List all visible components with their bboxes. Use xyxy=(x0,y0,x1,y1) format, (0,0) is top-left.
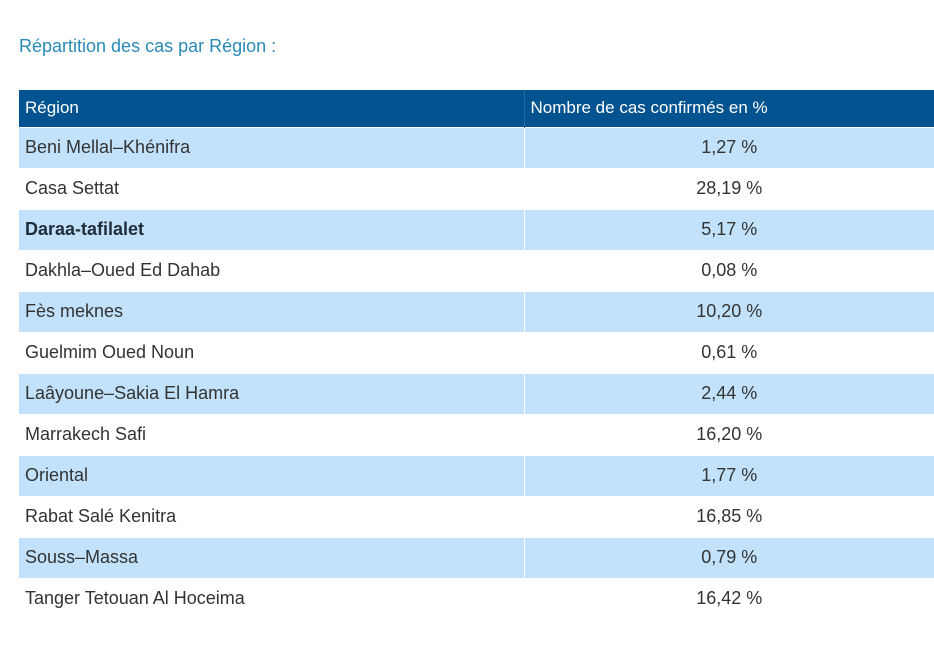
region-name-cell: Oriental xyxy=(19,454,525,496)
percentage-cell: 16,42 % xyxy=(524,577,934,619)
table-row: Tanger Tetouan Al Hoceima 16,42 % xyxy=(19,577,934,619)
region-name-cell: Beni Mellal–Khénifra xyxy=(19,126,525,168)
percentage-cell: 1,27 % xyxy=(524,126,934,168)
region-name-cell: Dakhla–Oued Ed Dahab xyxy=(19,249,525,291)
table-row: Marrakech Safi 16,20 % xyxy=(19,413,934,455)
table-row: Laâyoune–Sakia El Hamra 2,44 % xyxy=(19,372,934,414)
region-name-cell: Casa Settat xyxy=(19,167,525,209)
table-body: Beni Mellal–Khénifra 1,27 % Casa Settat … xyxy=(19,126,934,619)
region-name-cell: Daraa-tafilalet xyxy=(19,208,525,250)
region-name-cell: Guelmim Oued Noun xyxy=(19,331,525,373)
table-row: Daraa-tafilalet 5,17 % xyxy=(19,208,934,250)
percentage-cell: 16,20 % xyxy=(524,413,934,455)
percentage-cell: 0,79 % xyxy=(524,536,934,578)
table-row: Dakhla–Oued Ed Dahab 0,08 % xyxy=(19,249,934,291)
section-heading: Répartition des cas par Région : xyxy=(19,36,277,56)
percentage-cell: 0,61 % xyxy=(524,331,934,373)
percentage-cell: 0,08 % xyxy=(524,249,934,291)
table-row: Fès meknes 10,20 % xyxy=(19,290,934,332)
percentage-cell: 2,44 % xyxy=(524,372,934,414)
region-name-cell: Marrakech Safi xyxy=(19,413,525,455)
regions-table: Région Nombre de cas confirmés en % Beni… xyxy=(19,90,934,619)
percentage-cell: 16,85 % xyxy=(524,495,934,537)
region-name-cell: Souss–Massa xyxy=(19,536,525,578)
region-name-cell: Rabat Salé Kenitra xyxy=(19,495,525,537)
percentage-cell: 10,20 % xyxy=(524,290,934,332)
column-header-percentage: Nombre de cas confirmés en % xyxy=(530,98,768,118)
table-row: Oriental 1,77 % xyxy=(19,454,934,496)
column-header-region: Région xyxy=(19,90,525,127)
table-row: Rabat Salé Kenitra 16,85 % xyxy=(19,495,934,537)
percentage-cell: 5,17 % xyxy=(524,208,934,250)
percentage-cell: 1,77 % xyxy=(524,454,934,496)
table-row: Casa Settat 28,19 % xyxy=(19,167,934,209)
region-name-cell: Fès meknes xyxy=(19,290,525,332)
table-row: Souss–Massa 0,79 % xyxy=(19,536,934,578)
region-name-cell: Laâyoune–Sakia El Hamra xyxy=(19,372,525,414)
percentage-cell: 28,19 % xyxy=(524,167,934,209)
table-row: Guelmim Oued Noun 0,61 % xyxy=(19,331,934,373)
table-row: Beni Mellal–Khénifra 1,27 % xyxy=(19,126,934,168)
table-header-row: Région Nombre de cas confirmés en % xyxy=(19,90,934,127)
region-name-cell: Tanger Tetouan Al Hoceima xyxy=(19,577,525,619)
table-header: Région Nombre de cas confirmés en % xyxy=(19,90,934,127)
